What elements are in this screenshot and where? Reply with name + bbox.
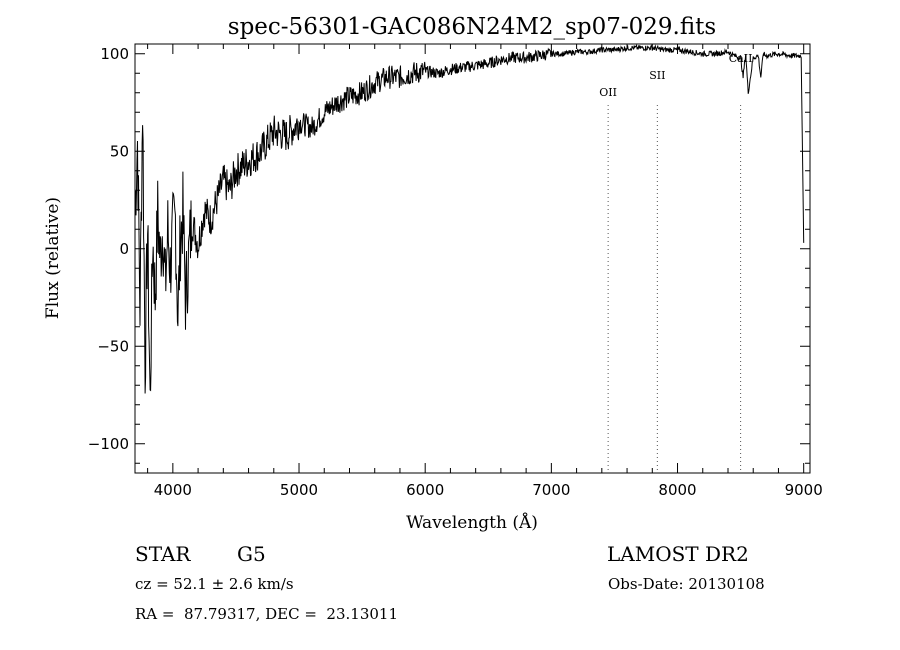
x-tick-label: 8000 xyxy=(658,481,696,499)
survey-name: LAMOST DR2 xyxy=(607,542,749,566)
y-tick-label: 50 xyxy=(110,142,129,160)
line-marker-label: OII xyxy=(599,86,617,99)
plot-frame xyxy=(134,43,811,474)
object-subclass: G5 xyxy=(237,542,266,566)
object-class: STAR xyxy=(135,542,191,566)
line-marker-label: SII xyxy=(649,69,665,82)
velocity-readout: cz = 52.1 ± 2.6 km/s xyxy=(135,575,294,593)
series-flux xyxy=(134,43,805,394)
chart-title: spec-56301-GAC086N24M2_sp07-029.fits xyxy=(228,14,716,40)
y-tick-label: 0 xyxy=(119,240,129,258)
y-tick-label: −50 xyxy=(97,337,129,355)
x-tick-label: 4000 xyxy=(154,481,192,499)
axis-ticks: 4000 5000 6000 7000 8000 9000 −100 −50 0 50 100 xyxy=(88,44,823,499)
coordinates: RA = 87.79317, DEC = 23.13011 xyxy=(135,605,399,623)
y-tick-label: −100 xyxy=(88,435,129,453)
x-tick-label: 5000 xyxy=(280,481,318,499)
obs-date: Obs-Date: 20130108 xyxy=(608,575,765,593)
y-axis-label: Flux (relative) xyxy=(43,197,63,319)
y-tick-label: 100 xyxy=(100,45,129,63)
x-axis-label: Wavelength (Å) xyxy=(406,512,538,533)
x-tick-label: 9000 xyxy=(785,481,823,499)
x-tick-label: 6000 xyxy=(406,481,444,499)
x-tick-label: 7000 xyxy=(532,481,570,499)
